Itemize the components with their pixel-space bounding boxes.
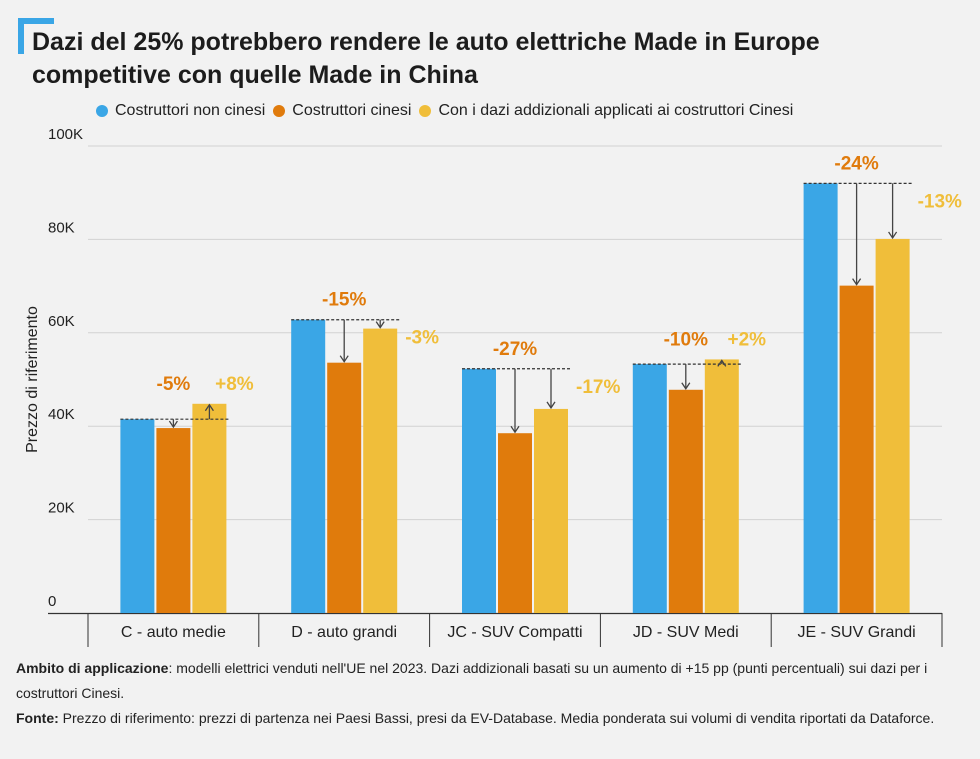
bar — [875, 238, 910, 614]
footer: Ambito di applicazione: modelli elettric… — [16, 656, 966, 731]
pct-label-dazi: -3% — [405, 328, 439, 349]
pct-label-cinesi: -10% — [664, 329, 708, 350]
pct-label-dazi: +2% — [728, 329, 767, 350]
legend-dot-non-cinesi — [96, 105, 108, 117]
change-arrowhead — [510, 425, 520, 434]
y-axis-title: Prezzo di riferimento — [24, 306, 41, 453]
x-tick-label: JC - SUV Compatti — [447, 624, 582, 641]
bar — [632, 364, 667, 613]
footer-scope-text: : modelli elettrici venduti nell'UE nel … — [16, 660, 928, 701]
y-tick-label: 40K — [48, 406, 75, 423]
x-tick-label: D - auto grandi — [291, 624, 397, 641]
bar — [704, 359, 739, 613]
footer-source: Fonte: Prezzo di riferimento: prezzi di … — [16, 706, 966, 731]
y-tick-label: 60K — [48, 313, 75, 330]
pct-label-dazi: -13% — [918, 191, 962, 212]
bar — [839, 285, 874, 613]
bar — [498, 433, 532, 613]
y-tick-label: 80K — [48, 219, 75, 236]
bar-chart: 0 20K 40K 60K 80K 100K Prezzo di riferimento C … — [24, 126, 962, 647]
pct-label-cinesi: -24% — [834, 153, 878, 174]
legend-dot-cinesi — [273, 105, 286, 117]
pct-label-dazi: -17% — [576, 377, 620, 398]
bar — [120, 419, 155, 613]
bar — [668, 389, 703, 613]
bar — [156, 428, 191, 613]
x-tick-label: JE - SUV Grandi — [797, 624, 915, 641]
pct-label-cinesi: -5% — [157, 374, 191, 395]
change-arrowhead — [852, 278, 862, 286]
legend-item-non-cinesi: Costruttori non cinesi — [96, 102, 265, 120]
legend-item-cinesi: Costruttori cinesi — [273, 102, 411, 120]
y-tick-label: 20K — [48, 500, 75, 517]
footer-source-text: Prezzo di riferimento: prezzi di partenz… — [58, 710, 935, 726]
legend-label-cinesi: Costruttori cinesi — [292, 102, 412, 119]
legend-dot-dazi — [419, 105, 432, 117]
bar — [803, 183, 838, 614]
x-tick-label: JD - SUV Medi — [633, 624, 739, 641]
legend-label-non-cinesi: Costruttori non cinesi — [115, 102, 266, 119]
y-tick-label: 0 — [48, 593, 56, 610]
chart-title: Dazi del 25% potrebbero rendere le auto … — [32, 28, 820, 89]
x-tick-label: C - auto medie — [121, 624, 226, 641]
bar — [462, 368, 496, 613]
title-accent-icon — [18, 18, 54, 54]
footer-source-label: Fonte: — [16, 710, 59, 726]
change-arrowhead — [204, 403, 214, 412]
bar — [327, 362, 362, 613]
pct-label-dazi: +8% — [215, 374, 254, 395]
bar — [291, 319, 326, 613]
footer-scope: Ambito di applicazione: modelli elettric… — [16, 656, 966, 706]
legend-item-dazi: Con i dazi addizionali applicati ai cost… — [419, 102, 793, 120]
legend-label-dazi: Con i dazi addizionali applicati ai cost… — [438, 102, 794, 119]
pct-label-cinesi: -15% — [322, 290, 366, 311]
change-arrowhead — [546, 401, 556, 410]
change-arrowhead — [168, 420, 178, 429]
bar — [192, 403, 227, 613]
change-arrowhead — [888, 231, 898, 240]
y-tick-label: 100K — [48, 126, 83, 143]
footer-scope-label: Ambito di applicazione — [16, 660, 169, 676]
change-arrowhead — [717, 359, 727, 367]
change-arrowhead — [681, 382, 691, 390]
change-arrowhead — [375, 321, 385, 329]
bar — [363, 328, 398, 613]
legend: Costruttori non cinesi Costruttori cines… — [96, 100, 801, 122]
bar — [534, 408, 568, 613]
change-arrowhead — [339, 355, 349, 363]
pct-label-cinesi: -27% — [493, 339, 537, 360]
